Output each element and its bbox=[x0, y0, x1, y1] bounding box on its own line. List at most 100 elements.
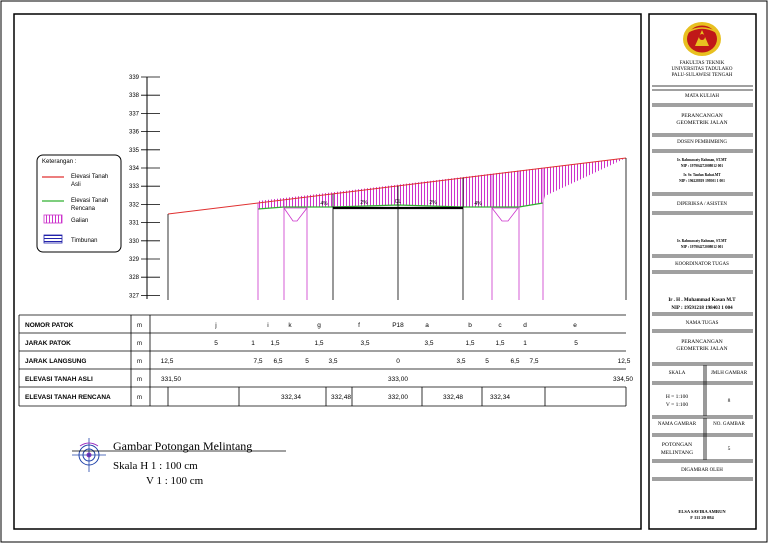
legend-label-galian: Galian bbox=[71, 218, 88, 224]
axis-tick-label: 335 bbox=[129, 148, 140, 154]
patok-label: f bbox=[358, 322, 360, 329]
skala-h: H = 1:100 bbox=[666, 394, 689, 400]
nama-tugas-line-1: PERANCANGAN bbox=[681, 339, 723, 345]
legend-swatch-galian bbox=[43, 214, 63, 224]
galian-area bbox=[258, 158, 626, 209]
dosen-nip-1: NIP : 197904272008012 001 bbox=[681, 164, 723, 168]
jarak-langsung-value: 5 bbox=[485, 358, 489, 365]
ditch-left bbox=[283, 207, 308, 222]
data-table: NOMOR PATOK m JARAK PATOK m JARAK LANGSUNG m E… bbox=[18, 314, 633, 407]
jarak-patok-value: 3,5 bbox=[360, 340, 369, 347]
nama-gambar-line-2: MELINTANG bbox=[661, 450, 693, 456]
drawing-title-text: Gambar Potongan Melintang bbox=[113, 439, 252, 453]
table-row-unit: m bbox=[137, 377, 142, 383]
skala-header: SKALA bbox=[669, 371, 686, 376]
jarak-patok-value: 3,5 bbox=[424, 340, 433, 347]
slope-label-right-lane: 2% bbox=[429, 200, 437, 206]
axis-tick-label: 331 bbox=[129, 221, 140, 227]
nama-gambar-header: NAMA GAMBAR bbox=[658, 422, 697, 427]
axis-tick-label: 338 bbox=[129, 93, 140, 99]
table-row-label: JARAK PATOK bbox=[25, 340, 71, 347]
slope-label-left-shoulder: 4% bbox=[320, 201, 328, 207]
legend-label-tanah-rencana-1: Elevasi Tanah bbox=[71, 198, 108, 204]
patok-label: i bbox=[267, 322, 268, 329]
axis-tick-label: 339 bbox=[129, 75, 140, 81]
faculty-line-3: PALU-SULAWESI TENGAH bbox=[672, 73, 733, 78]
axis-tick-label: 327 bbox=[129, 293, 140, 299]
jarak-patok-value: 1,5 bbox=[314, 340, 323, 347]
dosen-name-2: Ir. Sr. Taufan Rahat.MT bbox=[683, 173, 721, 177]
elev-rencana-value: 332,48 bbox=[331, 394, 351, 401]
mata-kuliah-line-2: GEOMETRIK JALAN bbox=[676, 120, 727, 126]
legend: Keterangan : Elevasi Tanah Asli Elevasi … bbox=[36, 154, 122, 253]
jarak-patok-value: 1,5 bbox=[270, 340, 279, 347]
digambar-nim: F 111 20 084 bbox=[690, 515, 714, 520]
slope-label-left-lane: 2% bbox=[360, 200, 368, 206]
university-logo bbox=[683, 22, 721, 56]
jarak-patok-value: 1,5 bbox=[465, 340, 474, 347]
patok-label: d bbox=[523, 322, 527, 329]
mata-kuliah-line-1: PERANCANGAN bbox=[681, 113, 723, 119]
patok-label: j bbox=[214, 322, 216, 329]
digambar-name: ELSA SAVIRA AMRUN bbox=[678, 509, 726, 514]
table-row-label: NOMOR PATOK bbox=[25, 322, 74, 329]
elev-rencana-value: 332,48 bbox=[443, 394, 463, 401]
elev-asli-value: 334,50 bbox=[613, 376, 633, 383]
elev-asli-value: 331,50 bbox=[161, 376, 181, 383]
patok-label: k bbox=[288, 322, 292, 329]
skala-v: V = 1:100 bbox=[666, 402, 689, 408]
table-row-label: ELEVASI TANAH RENCANA bbox=[25, 394, 111, 401]
table-row-unit: m bbox=[137, 341, 142, 347]
elevation-axis: 339 338 337 336 335 334 333 332 331 330 329 328 327 bbox=[129, 75, 160, 299]
axis-tick-label: 336 bbox=[129, 130, 140, 136]
legend-label-tanah-asli-1: Elevasi Tanah bbox=[71, 174, 108, 180]
legend-swatch-timbunan bbox=[43, 234, 63, 244]
diperiksa-header: DIPERIKSA / ASISTEN bbox=[677, 202, 727, 207]
drawing-scale-v: V 1 : 100 cm bbox=[146, 475, 204, 487]
no-gambar-value: 5 bbox=[728, 446, 731, 452]
axis-tick-label: 328 bbox=[129, 275, 140, 281]
tanah-asli-line bbox=[167, 157, 627, 215]
jarak-patok-value: 5 bbox=[214, 340, 218, 347]
jarak-langsung-value: 3,5 bbox=[456, 358, 465, 365]
legend-label-tanah-rencana-2: Rencana bbox=[71, 206, 96, 212]
axis-tick-label: 332 bbox=[129, 202, 140, 208]
title-block: FAKULTAS TEKNIK UNIVERSITAS TADULAKO PAL… bbox=[652, 22, 753, 520]
elev-rencana-value: 332,34 bbox=[281, 394, 301, 401]
axis-tick-label: 330 bbox=[129, 239, 140, 245]
patok-label: g bbox=[317, 322, 321, 329]
jarak-langsung-value: 0 bbox=[396, 358, 400, 365]
jarak-patok-value: 1 bbox=[523, 340, 527, 347]
jarak-langsung-value: 6,5 bbox=[273, 358, 282, 365]
tanah-rencana-line bbox=[257, 202, 544, 210]
jumlah-gambar-value: 8 bbox=[728, 398, 731, 404]
drawing-title-symbol bbox=[72, 438, 106, 472]
slope-label-right-shoulder: 4% bbox=[474, 201, 482, 207]
jumlah-gambar-header: JMLH GAMBAR bbox=[711, 371, 748, 376]
table-row-unit: m bbox=[137, 359, 142, 365]
patok-label: a bbox=[425, 322, 429, 329]
jarak-langsung-value: 6,5 bbox=[510, 358, 519, 365]
asisten-nip: NIP : 197904272008012 001 bbox=[681, 245, 723, 249]
jarak-patok-value: 1 bbox=[251, 340, 255, 347]
dosen-header: DOSEN PEMBIMBING bbox=[677, 140, 727, 145]
axis-tick-label: 329 bbox=[129, 257, 140, 263]
dosen-nip-2: NIP : 196228819 199501 1 001 bbox=[679, 179, 725, 183]
jarak-patok-value: 1,5 bbox=[495, 340, 504, 347]
patok-label: e bbox=[573, 322, 577, 329]
axis-tick-label: 337 bbox=[129, 111, 140, 117]
axis-tick-label: 333 bbox=[129, 184, 140, 190]
title-block-frame bbox=[648, 13, 757, 530]
patok-label: c bbox=[498, 322, 502, 329]
nama-gambar-line-1: POTONGAN bbox=[662, 442, 692, 448]
legend-label-timbunan: Timbunan bbox=[71, 238, 97, 244]
table-row-unit: m bbox=[137, 395, 142, 401]
dosen-name-1: Ir. Rahmawaty Rahman, ST.MT bbox=[677, 158, 727, 162]
ditch-right bbox=[491, 207, 519, 222]
koordinator-nip: NIP : 19591218 198403 1 004 bbox=[671, 306, 733, 311]
drawing-scale-h: Skala H 1 : 100 cm bbox=[113, 460, 198, 472]
cross-section: 4% 2% CL 2% 4% bbox=[167, 157, 627, 300]
jarak-langsung-value: 12,5 bbox=[161, 358, 174, 365]
elev-rencana-value: 332,00 bbox=[388, 394, 408, 401]
